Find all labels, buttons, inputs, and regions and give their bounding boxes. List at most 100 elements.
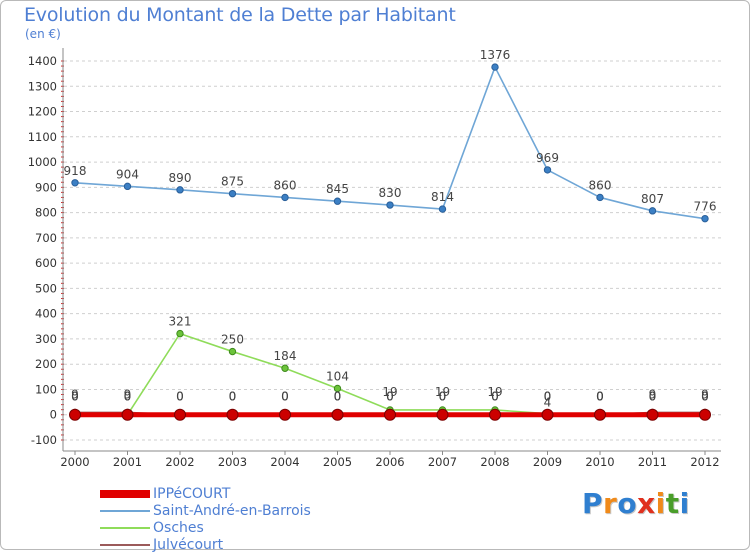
- y-tick-label: 1400: [28, 54, 57, 68]
- data-label: 19: [487, 385, 502, 399]
- data-point: [489, 408, 501, 421]
- data-label: 4: [544, 396, 552, 410]
- data-point: [176, 329, 184, 338]
- data-label: 0: [544, 390, 552, 404]
- data-point: [123, 182, 132, 191]
- logo-letter: x: [637, 487, 656, 520]
- series-ipp-court: [69, 408, 711, 421]
- data-label: 19: [435, 385, 450, 399]
- logo-letter: r: [603, 487, 618, 520]
- y-tick-label: 600: [35, 256, 57, 270]
- y-axis-unit: (en €): [25, 27, 61, 41]
- logo-letter: P: [582, 487, 604, 520]
- data-label: 807: [641, 192, 664, 206]
- data-label: 321: [169, 315, 192, 329]
- data-point: [436, 408, 449, 421]
- y-tick-label: 1100: [28, 130, 57, 144]
- logo-letter: t: [665, 487, 680, 520]
- x-tick-label: 2010: [585, 455, 614, 469]
- proxiti-logo: Proxiti: [582, 487, 690, 520]
- data-label: 0: [649, 390, 657, 404]
- data-label: 104: [326, 369, 349, 383]
- data-point: [121, 408, 134, 421]
- data-label: 860: [274, 178, 297, 192]
- series-layer: [69, 63, 711, 421]
- x-tick-label: 2000: [60, 455, 89, 469]
- y-tick-label: -100: [31, 433, 57, 447]
- data-point: [228, 189, 237, 198]
- data-label: 0: [491, 390, 499, 404]
- x-tick-label: 2005: [323, 455, 352, 469]
- data-label: 0: [124, 390, 132, 404]
- data-label: 1376: [480, 48, 511, 62]
- data-point: [438, 205, 447, 213]
- data-label: 19: [382, 385, 397, 399]
- x-tick-label: 2007: [428, 455, 457, 469]
- data-label: 9: [649, 387, 657, 401]
- y-tick-label: 0: [50, 408, 57, 422]
- axis-layer: -100010020030040050060070080090010001100…: [28, 48, 721, 469]
- data-label: 860: [589, 178, 612, 192]
- data-label: 0: [386, 390, 394, 404]
- data-label: 918: [64, 164, 87, 178]
- data-label: 845: [326, 182, 349, 196]
- data-point: [331, 408, 344, 421]
- data-point: [386, 201, 394, 209]
- data-label: 9: [701, 387, 709, 401]
- data-label: 0: [229, 390, 237, 404]
- data-label: 0: [596, 390, 604, 404]
- legend-swatch: [100, 510, 150, 512]
- data-label: 875: [221, 175, 244, 189]
- data-label: 0: [439, 390, 447, 404]
- y-tick-label: 1000: [28, 155, 57, 169]
- data-label: 0: [491, 390, 499, 404]
- data-label-layer: 0 0 0 0 0 0 0 0 0 0 0 0 0 918 904 890 875 860 845 830 814 137…: [64, 48, 717, 410]
- data-label: 0: [71, 390, 79, 404]
- data-point: [594, 408, 606, 421]
- series-saint-andr-en-barrois: [71, 63, 709, 223]
- data-point: [279, 408, 291, 421]
- y-tick-label: 1200: [28, 105, 57, 119]
- data-label: 0: [701, 390, 709, 404]
- data-point: [226, 408, 239, 421]
- data-label: 904: [116, 167, 139, 181]
- x-tick-label: 2008: [480, 455, 509, 469]
- data-label: 0: [71, 390, 79, 404]
- data-label: 830: [379, 186, 402, 200]
- x-tick-label: 2003: [218, 455, 247, 469]
- data-point: [228, 347, 237, 356]
- logo-letter: o: [617, 487, 638, 520]
- data-point: [69, 408, 81, 421]
- x-tick-label: 2006: [375, 455, 404, 469]
- legend-swatch: [100, 490, 150, 498]
- logo-letter: i: [655, 487, 666, 520]
- data-label: 0: [281, 390, 289, 404]
- data-point: [699, 408, 711, 421]
- data-label: 969: [536, 151, 559, 165]
- x-tick-label: 2004: [270, 455, 299, 469]
- y-tick-label: 800: [35, 206, 57, 220]
- data-point: [541, 408, 554, 421]
- data-point: [596, 193, 604, 202]
- series-osches: [71, 329, 709, 419]
- legend-label: Julvécourt: [153, 537, 224, 553]
- chart-title: Evolution du Montant de la Dette par Hab…: [24, 4, 456, 26]
- x-tick-label: 2009: [533, 455, 562, 469]
- legend-swatch: [100, 527, 150, 529]
- data-label: 9: [71, 387, 79, 401]
- x-tick-label: 2001: [113, 455, 142, 469]
- data-label: 0: [649, 390, 657, 404]
- data-label: 184: [274, 349, 297, 363]
- y-tick-label: 700: [35, 231, 57, 245]
- data-label: 9: [124, 387, 132, 401]
- data-label: 0: [334, 390, 342, 404]
- data-label: 250: [221, 333, 244, 347]
- legend-label: IPPéCOURT: [153, 486, 231, 502]
- data-point: [701, 214, 709, 223]
- data-label: 0: [176, 390, 184, 404]
- legend-swatch: [100, 544, 150, 546]
- grid-layer: [64, 60, 721, 441]
- data-point: [281, 193, 289, 202]
